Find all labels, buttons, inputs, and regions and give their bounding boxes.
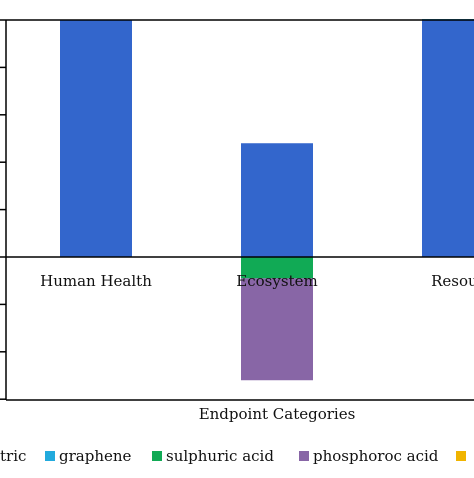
bar-ecosystem-tric (241, 143, 313, 257)
bar-human-health-tric (60, 20, 132, 257)
legend-swatch (456, 451, 466, 461)
legend-label: phosphoroc acid (313, 447, 439, 465)
legend-label: tric (0, 447, 26, 465)
x-axis-title: Endpoint Categories (199, 405, 356, 423)
legend-label: graphene (59, 447, 132, 465)
bar-resources-tric (422, 20, 474, 257)
legend-swatch (45, 451, 55, 461)
legend-swatch (299, 451, 309, 461)
bar-ecosystem-sulphuric-acid (241, 257, 313, 279)
legend-label: sulphuric acid (166, 447, 274, 465)
bar-ecosystem-phosphoroc-acid (241, 278, 313, 381)
x-tick-label: Human Health (40, 272, 152, 290)
legend-swatch (152, 451, 162, 461)
x-tick-label: Ecosystem (236, 272, 317, 290)
x-tick-label: Resour (431, 272, 474, 290)
